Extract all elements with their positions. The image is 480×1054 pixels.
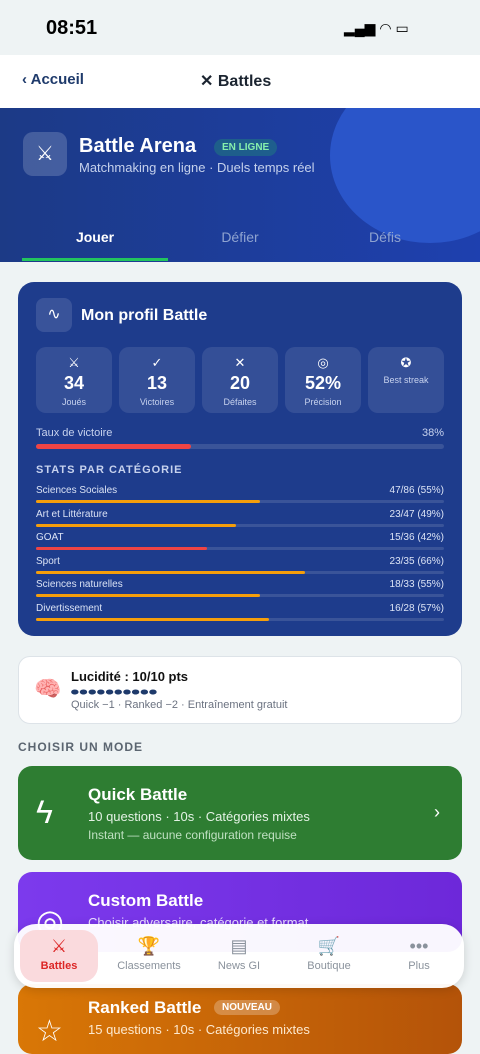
mode-line: 10 questions · 10s · Catégories mixtes: [88, 809, 310, 824]
category-track: [36, 547, 444, 550]
win-rate-track: [36, 444, 444, 449]
category-bar: [36, 570, 306, 574]
status-icons: ▂▄▆ ◠ ▭: [344, 20, 409, 36]
category-track: [36, 570, 444, 574]
categories-title: STATS PAR CATÉGORIE: [36, 464, 183, 476]
tab-icon: ▤: [230, 936, 248, 956]
category-track: [36, 594, 444, 597]
back-label: Accueil: [30, 71, 84, 88]
stat-label: Précision: [304, 397, 342, 407]
stat-label: Défaites: [223, 397, 257, 407]
category-score: 23/47 (49%): [389, 508, 444, 520]
tab-item[interactable]: Classements: [117, 960, 181, 972]
tab-item[interactable]: Battles: [40, 960, 78, 972]
win-rate-bar: [36, 444, 192, 449]
win-rate-label: Taux de victoire: [36, 427, 113, 439]
stat-tile: ✪ Best streak: [368, 347, 444, 413]
stat-label: Victoires: [139, 397, 175, 407]
stat-label: Joués: [61, 397, 87, 407]
tab-quests[interactable]: Défis: [369, 229, 401, 245]
header-icon: ⚔: [23, 132, 67, 176]
nav-title-text: Battles: [217, 73, 272, 90]
category-score: 16/28 (57%): [389, 602, 444, 614]
tab-icon: 🏆: [137, 936, 161, 956]
tab-active-bg: [20, 930, 98, 982]
category-bar: [36, 594, 261, 597]
tab-item[interactable]: News GI: [217, 960, 261, 972]
lucidity-card: [18, 656, 462, 724]
profile-title: Mon profil Battle: [81, 307, 208, 324]
modes-title: CHOISIR UN MODE: [18, 740, 144, 754]
stat-tile: ✕ 20 Défaites: [202, 347, 278, 413]
header-subtitle: Matchmaking en ligne · Duels temps réel: [79, 160, 315, 175]
new-badge: NOUVEAU: [214, 1000, 281, 1015]
category-score: 47/86 (55%): [389, 485, 444, 496]
category-track: [36, 617, 444, 621]
lucidity-note: Quick −1 · Ranked −2 · Entraînement grat…: [71, 699, 288, 711]
stat-tile: ◎ 52% Précision: [285, 347, 361, 413]
category-name: Sport: [36, 555, 60, 567]
nav-title: ✕ Battles: [200, 73, 272, 90]
tab-play[interactable]: Jouer: [75, 229, 115, 245]
category-bar: [36, 617, 269, 621]
quick-battle-card[interactable]: ϟ Quick Battle 10 questions · 10s · Caté…: [18, 766, 462, 860]
brain-icon: 🧠: [34, 676, 62, 701]
category-name: GOAT: [36, 532, 64, 543]
mode-line: Instant — aucune configuration requise: [88, 828, 297, 842]
category-bar: [36, 500, 261, 503]
mode-line: 15 questions · 10s · Catégories mixtes: [88, 1022, 310, 1037]
category-bar: [36, 547, 208, 550]
tab-icon: 🛒: [317, 936, 341, 956]
category-track: [36, 523, 444, 527]
tab-icon: •••: [409, 936, 429, 956]
mode-title: Custom Battle: [88, 891, 204, 910]
category-score: 18/33 (55%): [389, 579, 444, 590]
nav-bar: [0, 55, 480, 108]
tab-item[interactable]: Plus: [408, 960, 430, 972]
category-score: 15/36 (42%): [389, 532, 444, 543]
category-name: Divertissement: [36, 602, 103, 614]
stat-value: 52%: [304, 373, 342, 393]
profile-card: [18, 282, 462, 636]
tab-item[interactable]: Boutique: [307, 960, 351, 972]
category-bar: [36, 523, 236, 527]
ranked-battle-card[interactable]: ☆ Ranked Battle NOUVEAU 15 questions · 1…: [18, 984, 462, 1054]
tab-challenge[interactable]: Défier: [221, 229, 259, 245]
win-rate-text: 38%: [421, 427, 444, 439]
stat-value: 20: [229, 373, 251, 393]
online-badge: EN LIGNE: [214, 139, 278, 156]
profile-icon: ∿: [36, 298, 72, 332]
category-name: Art et Littérature: [36, 508, 108, 520]
status-time: 08:51: [46, 17, 98, 39]
header-title: Battle Arena: [79, 135, 197, 157]
tab-icon: ⚔: [50, 936, 68, 956]
mode-title: Ranked Battle: [88, 998, 202, 1017]
tab-indicator: [22, 258, 168, 261]
category-name: Sciences naturelles: [36, 579, 123, 590]
header: [0, 108, 480, 262]
category-track: [36, 500, 444, 503]
stat-label: Best streak: [383, 375, 429, 385]
back-button[interactable]: ‹ Accueil: [22, 71, 84, 88]
lucidity-dots: ⬬⬬⬬⬬⬬⬬⬬⬬⬬⬬: [71, 687, 158, 697]
lucidity-title: Lucidité : 10/10 pts: [71, 669, 189, 684]
stat-tile: ⚔ 34 Joués: [36, 347, 112, 413]
stat-value: 34: [63, 373, 85, 393]
category-score: 23/35 (66%): [389, 555, 444, 567]
mode-title: Quick Battle: [88, 785, 188, 804]
stat-value: 13: [146, 373, 168, 393]
category-name: Sciences Sociales: [36, 485, 118, 496]
stat-tile: ✓ 13 Victoires: [119, 347, 195, 413]
